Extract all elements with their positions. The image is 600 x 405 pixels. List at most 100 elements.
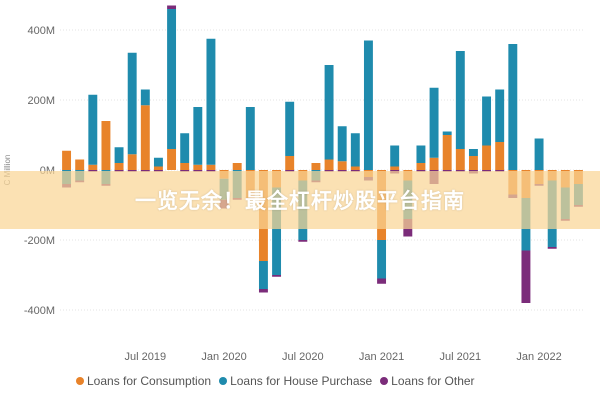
- bar-segment: [258, 289, 268, 293]
- bar-segment: [311, 163, 321, 170]
- x-tick-label: Jul 2019: [125, 351, 167, 363]
- x-tick-label: Jul 2020: [282, 351, 324, 363]
- bar-segment: [350, 170, 360, 172]
- bar-segment: [206, 164, 216, 170]
- bar-segment: [337, 126, 347, 162]
- bar-segment: [429, 157, 439, 170]
- y-tick-label: 400M: [27, 25, 55, 37]
- bar-segment: [350, 166, 360, 170]
- bar-segment: [285, 170, 295, 172]
- bar-segment: [193, 170, 203, 172]
- bar-segment: [193, 164, 203, 170]
- bar-segment: [75, 159, 85, 170]
- y-axis-title: C Million: [3, 155, 12, 186]
- bar-segment: [140, 170, 150, 172]
- bar-segment: [114, 147, 124, 163]
- bar-segment: [534, 138, 544, 170]
- bar-segment: [180, 163, 190, 170]
- bar-segment: [232, 163, 242, 170]
- bars: [62, 5, 583, 303]
- bar-segment: [180, 170, 190, 172]
- x-tick-label: Jul 2021: [440, 351, 482, 363]
- bar-segment: [521, 250, 531, 303]
- legend-item-other: Loans for Other: [380, 374, 475, 388]
- bar-segment: [140, 89, 150, 106]
- bar-segment: [180, 133, 190, 163]
- bar-segment: [547, 247, 557, 249]
- x-tick-label: Jan 2022: [516, 351, 561, 363]
- bar-segment: [455, 51, 465, 149]
- bar-segment: [416, 163, 426, 170]
- bar-segment: [324, 159, 334, 170]
- bar-segment: [193, 107, 203, 165]
- gridlines: [60, 29, 585, 311]
- watermark-banner: 一览无余！最全杠杆炒股平台指南: [0, 171, 600, 229]
- bar-segment: [285, 101, 295, 156]
- legend-label-consumption: Loans for Consumption: [87, 374, 212, 388]
- bar-segment: [377, 240, 387, 279]
- bar-segment: [153, 166, 163, 170]
- bar-segment: [324, 65, 334, 160]
- y-tick-label: 200M: [27, 95, 55, 107]
- bar-segment: [482, 96, 492, 146]
- bar-segment: [442, 135, 452, 170]
- bar-segment: [127, 154, 137, 170]
- legend-item-consumption: Loans for Consumption: [76, 374, 211, 388]
- bar-segment: [258, 261, 268, 289]
- bar-segment: [272, 187, 282, 275]
- legend-dot-consumption: [76, 377, 84, 385]
- y-tick-label: -400M: [24, 305, 55, 317]
- bar-segment: [140, 105, 150, 170]
- bar-segment: [390, 166, 400, 170]
- bar-segment: [153, 170, 163, 172]
- bar-segment: [337, 161, 347, 170]
- bar-segment: [455, 170, 465, 172]
- bar-segment: [285, 156, 295, 170]
- bar-segment: [153, 157, 163, 167]
- bar-segment: [416, 145, 426, 163]
- legend-dot-house-purchase: [219, 377, 228, 385]
- legend-label-other: Loans for Other: [391, 374, 475, 388]
- bar-segment: [127, 170, 137, 172]
- x-tick-label: Jan 2021: [359, 351, 404, 363]
- bar-segment: [482, 170, 492, 172]
- bar-segment: [88, 94, 98, 165]
- bar-segment: [337, 170, 347, 172]
- bar-segment: [324, 170, 334, 172]
- legend-label-house-purchase: Loans for House Purchase: [230, 374, 373, 388]
- bar-segment: [508, 44, 518, 170]
- legend: Loans for Consumption Loans for House Pu…: [76, 372, 475, 390]
- bar-segment: [167, 9, 177, 149]
- bar-segment: [272, 275, 282, 277]
- bar-segment: [88, 164, 98, 170]
- x-tick-label: Jan 2020: [201, 351, 246, 363]
- bar-segment: [455, 149, 465, 170]
- banner-text: 一览无余！最全杠杆炒股平台指南: [135, 189, 465, 213]
- bar-segment: [127, 52, 137, 155]
- bar-segment: [442, 131, 452, 135]
- bar-segment: [468, 156, 478, 170]
- bar-segment: [377, 278, 387, 284]
- bar-segment: [416, 170, 426, 172]
- bar-segment: [167, 149, 177, 170]
- y-tick-label: -200M: [24, 235, 55, 247]
- bar-segment: [495, 89, 505, 142]
- bar-segment: [429, 87, 439, 158]
- bar-segment: [390, 145, 400, 167]
- legend-dot-other: [380, 377, 389, 385]
- bar-segment: [101, 121, 111, 170]
- bar-segment: [442, 170, 452, 172]
- bar-segment: [245, 107, 255, 170]
- bar-segment: [350, 133, 360, 167]
- bar-segment: [88, 170, 98, 172]
- bar-segment: [206, 170, 216, 172]
- bar-segment: [114, 170, 124, 172]
- bar-segment: [482, 145, 492, 170]
- bar-segment: [62, 150, 72, 170]
- bar-segment: [206, 38, 216, 165]
- legend-item-house-purchase: Loans for House Purchase: [219, 374, 372, 388]
- bar-segment: [167, 5, 177, 9]
- bar-segment: [114, 163, 124, 170]
- bar-segment: [495, 142, 505, 170]
